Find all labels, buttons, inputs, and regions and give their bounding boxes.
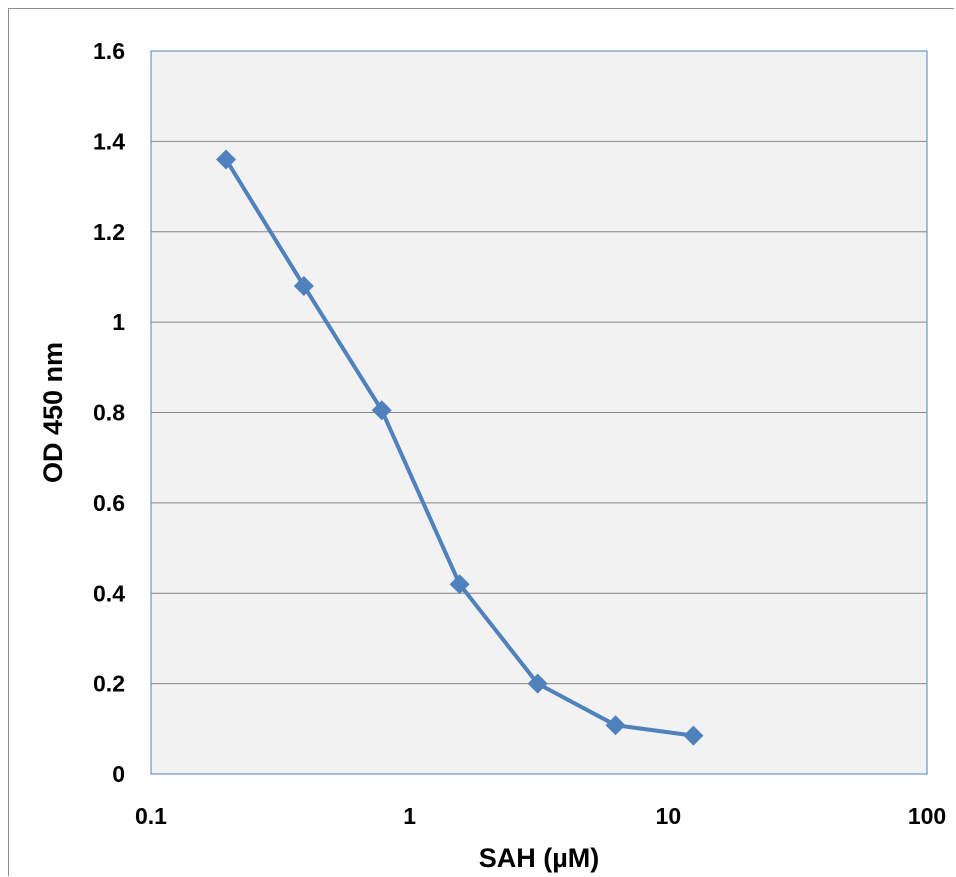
data-point-marker bbox=[605, 715, 626, 736]
y-tick-label: 1 bbox=[112, 309, 125, 335]
x-tick-label: 10 bbox=[656, 803, 682, 829]
x-tick-label: 1 bbox=[403, 803, 416, 829]
data-point-marker bbox=[527, 673, 548, 694]
y-tick-label: 1.4 bbox=[93, 128, 125, 154]
y-tick-label: 0.4 bbox=[93, 580, 125, 606]
x-tick-labels: 0.1 1 10 100 bbox=[135, 803, 946, 829]
chart-frame bbox=[8, 8, 954, 876]
y-tick-label: 0.8 bbox=[93, 400, 125, 426]
y-tick-label: 0.2 bbox=[93, 671, 125, 697]
x-tick-label: 0.1 bbox=[135, 803, 167, 829]
data-point-marker bbox=[371, 400, 392, 421]
y-tick-label: 1.2 bbox=[93, 219, 125, 245]
x-axis-title: SAH (µM) bbox=[479, 843, 600, 873]
y-tick-label: 1.6 bbox=[93, 38, 125, 64]
y-axis-title: OD 450 nm bbox=[38, 342, 68, 483]
y-tick-label: 0 bbox=[112, 761, 125, 787]
y-tick-labels: 0 0.2 0.4 0.6 0.8 1 1.2 1.4 1.6 bbox=[93, 38, 125, 787]
data-point-marker bbox=[683, 725, 704, 746]
data-point-marker bbox=[293, 275, 314, 296]
data-point-marker bbox=[216, 149, 237, 170]
y-tick-label: 0.6 bbox=[93, 490, 125, 516]
x-tick-label: 100 bbox=[908, 803, 946, 829]
series bbox=[216, 149, 704, 746]
data-point-marker bbox=[449, 574, 470, 595]
